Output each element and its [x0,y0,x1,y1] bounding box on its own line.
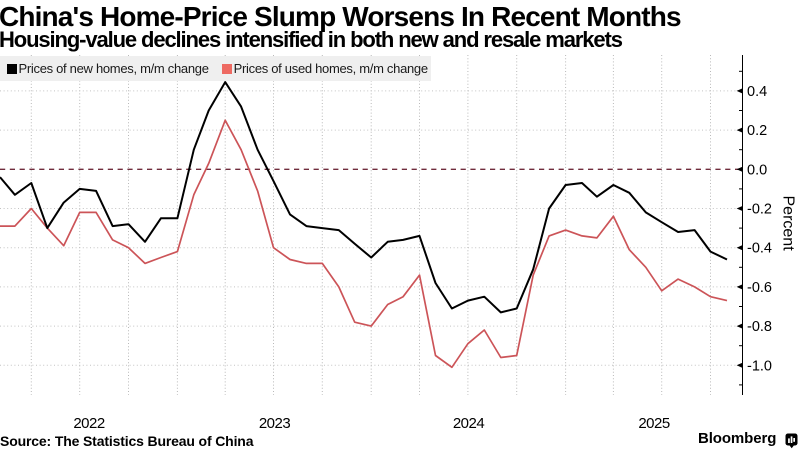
svg-text:Percent: Percent [780,196,797,252]
svg-text:0.4: 0.4 [747,84,767,100]
svg-text:-0.4: -0.4 [747,241,772,257]
svg-text:-0.6: -0.6 [747,280,772,296]
svg-text:2022: 2022 [73,415,105,432]
svg-text:0.0: 0.0 [747,162,767,178]
svg-text:2025: 2025 [638,415,670,432]
svg-text:2023: 2023 [259,415,291,432]
svg-text:2024: 2024 [453,415,485,432]
svg-text:-1.0: -1.0 [747,358,772,374]
svg-text:-0.8: -0.8 [747,319,772,335]
svg-text:0.2: 0.2 [747,123,767,139]
svg-text:-0.2: -0.2 [747,202,772,218]
